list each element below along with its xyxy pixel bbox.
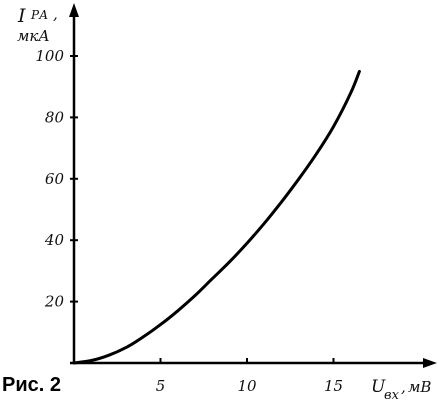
y-tick-label: 60: [45, 170, 65, 188]
x-axis-comma: ,: [401, 378, 406, 396]
x-tick-label: 15: [324, 377, 343, 395]
y-axis-symbol: I: [17, 5, 26, 27]
x-tick-label: 5: [156, 377, 166, 395]
y-axis-comma: ,: [53, 5, 58, 23]
y-tick-label: 20: [44, 293, 65, 311]
x-axis-unit: мВ: [408, 378, 431, 396]
figure-caption: Рис. 2: [2, 374, 61, 396]
x-axis-symbol: U: [371, 377, 386, 397]
x-tick-label: 10: [237, 377, 257, 395]
x-axis-title: U вх , мВ: [371, 377, 431, 403]
y-axis: [69, 3, 79, 363]
series-line: [72, 69, 361, 365]
y-axis-title: I РА , мкА: [17, 5, 58, 45]
y-tick-label: 80: [45, 108, 65, 126]
y-axis-arrow: [69, 3, 79, 17]
x-axis-subscript: вх: [384, 388, 400, 403]
y-axis-subscript: РА: [30, 8, 48, 22]
y-tick-label: 40: [44, 231, 65, 249]
y-axis-unit: мкА: [17, 27, 50, 45]
x-axis: [70, 358, 437, 368]
x-ticks: 5 10 15: [156, 358, 343, 395]
y-tick-label: 100: [35, 47, 64, 65]
x-axis-arrow: [423, 358, 437, 368]
y-ticks: 20 40 60 80 100: [35, 47, 78, 311]
